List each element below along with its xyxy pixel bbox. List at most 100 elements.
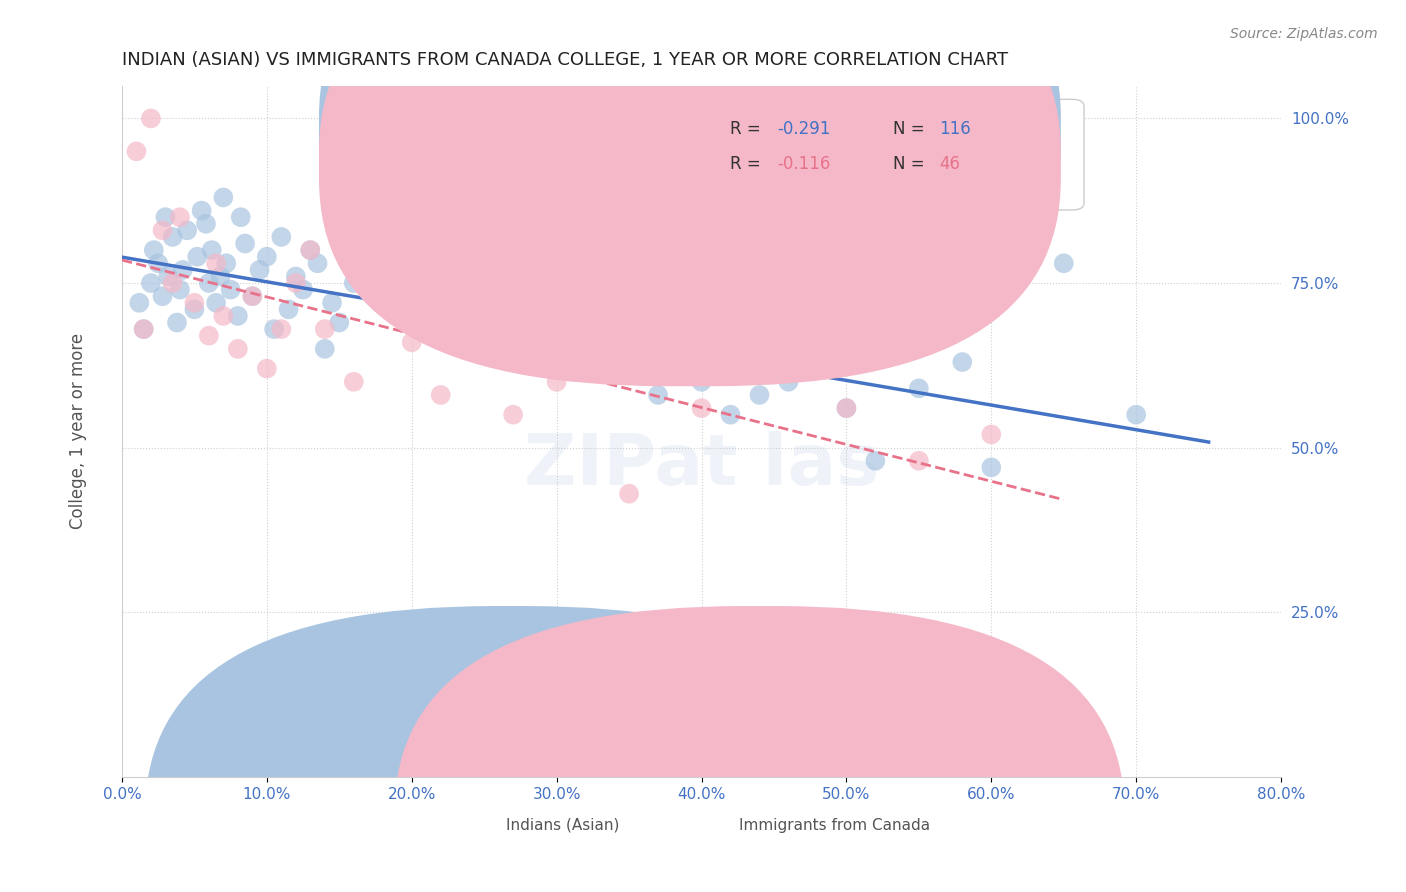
Point bbox=[240, 289, 263, 303]
Point bbox=[647, 388, 669, 402]
Point bbox=[128, 295, 150, 310]
Point bbox=[350, 243, 373, 257]
Point bbox=[778, 375, 800, 389]
Point bbox=[226, 342, 249, 356]
Point bbox=[201, 243, 224, 257]
Point bbox=[908, 454, 931, 468]
Point bbox=[690, 375, 713, 389]
Point bbox=[284, 269, 307, 284]
Point bbox=[162, 230, 184, 244]
Point bbox=[146, 256, 169, 270]
FancyBboxPatch shape bbox=[394, 606, 1125, 892]
Point bbox=[502, 408, 524, 422]
Point bbox=[307, 256, 329, 270]
Point bbox=[546, 335, 568, 350]
Point bbox=[401, 335, 423, 350]
Text: ZIPat las: ZIPat las bbox=[524, 431, 879, 500]
Point bbox=[762, 361, 785, 376]
Point bbox=[270, 230, 292, 244]
Point bbox=[343, 375, 366, 389]
Point bbox=[263, 322, 285, 336]
Point bbox=[162, 276, 184, 290]
Point bbox=[169, 210, 191, 224]
Point bbox=[215, 256, 238, 270]
Point bbox=[299, 243, 322, 257]
FancyBboxPatch shape bbox=[319, 0, 1062, 351]
Point bbox=[155, 210, 177, 224]
Point bbox=[980, 427, 1002, 442]
Point bbox=[371, 289, 394, 303]
Text: Source: ZipAtlas.com: Source: ZipAtlas.com bbox=[1230, 27, 1378, 41]
Point bbox=[472, 309, 495, 323]
Point bbox=[488, 316, 510, 330]
Point bbox=[314, 322, 336, 336]
Point bbox=[865, 454, 887, 468]
Point bbox=[950, 355, 973, 369]
Point bbox=[371, 295, 394, 310]
Point bbox=[172, 263, 194, 277]
Point bbox=[152, 223, 174, 237]
Text: Immigrants from Canada: Immigrants from Canada bbox=[740, 818, 931, 833]
Point bbox=[617, 316, 640, 330]
Text: -0.291: -0.291 bbox=[778, 120, 830, 138]
Point bbox=[219, 283, 242, 297]
Point bbox=[574, 361, 596, 376]
Point bbox=[240, 289, 263, 303]
Point bbox=[292, 283, 315, 297]
Point bbox=[1125, 408, 1147, 422]
Point bbox=[720, 408, 742, 422]
Point bbox=[212, 190, 235, 204]
Point bbox=[132, 322, 155, 336]
Point bbox=[589, 322, 612, 336]
Point bbox=[401, 309, 423, 323]
Point bbox=[157, 269, 180, 284]
Point bbox=[205, 295, 228, 310]
Point bbox=[226, 309, 249, 323]
Point bbox=[908, 381, 931, 395]
Point bbox=[387, 256, 409, 270]
Text: 116: 116 bbox=[939, 120, 972, 138]
Point bbox=[194, 217, 217, 231]
Text: N =: N = bbox=[893, 154, 929, 173]
Point bbox=[429, 388, 451, 402]
Point bbox=[661, 355, 683, 369]
Point bbox=[186, 250, 208, 264]
Point bbox=[277, 302, 299, 317]
FancyBboxPatch shape bbox=[319, 0, 1062, 386]
Point bbox=[256, 250, 278, 264]
Point bbox=[198, 328, 221, 343]
Point bbox=[249, 263, 271, 277]
Point bbox=[198, 276, 221, 290]
Point bbox=[166, 316, 188, 330]
Text: INDIAN (ASIAN) VS IMMIGRANTS FROM CANADA COLLEGE, 1 YEAR OR MORE CORRELATION CHA: INDIAN (ASIAN) VS IMMIGRANTS FROM CANADA… bbox=[122, 51, 1008, 69]
Point bbox=[229, 210, 252, 224]
Point bbox=[531, 302, 554, 317]
Point bbox=[617, 486, 640, 500]
FancyBboxPatch shape bbox=[644, 99, 1084, 210]
Point bbox=[560, 309, 582, 323]
Point bbox=[183, 295, 205, 310]
Point bbox=[835, 401, 858, 416]
Point bbox=[458, 342, 481, 356]
Point bbox=[1053, 256, 1076, 270]
Point bbox=[176, 223, 198, 237]
Point bbox=[205, 256, 228, 270]
Point bbox=[209, 269, 232, 284]
FancyBboxPatch shape bbox=[145, 606, 876, 892]
Point bbox=[125, 145, 148, 159]
Point bbox=[806, 342, 828, 356]
Point bbox=[314, 342, 336, 356]
Point bbox=[690, 401, 713, 416]
Point bbox=[748, 388, 770, 402]
Point bbox=[169, 283, 191, 297]
Point bbox=[429, 295, 451, 310]
Point bbox=[980, 460, 1002, 475]
Point bbox=[502, 328, 524, 343]
Point bbox=[132, 322, 155, 336]
Point bbox=[299, 243, 322, 257]
Y-axis label: College, 1 year or more: College, 1 year or more bbox=[69, 333, 87, 529]
Point bbox=[444, 283, 467, 297]
Point bbox=[270, 322, 292, 336]
Point bbox=[284, 276, 307, 290]
Text: R =: R = bbox=[731, 120, 766, 138]
